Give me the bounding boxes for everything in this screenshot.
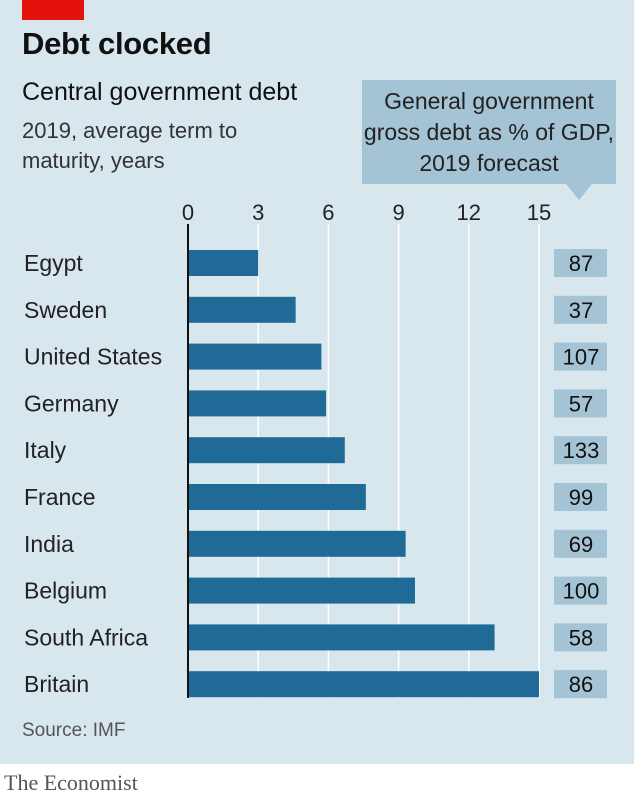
bar	[188, 250, 259, 276]
x-tick-label: 3	[252, 200, 264, 225]
bar	[188, 390, 327, 417]
value-box	[554, 436, 607, 465]
value-box	[554, 623, 607, 652]
chart-title: Debt clocked	[22, 26, 212, 61]
callout-box: General government gross debt as % of GD…	[362, 80, 616, 184]
category-label: Belgium	[24, 578, 107, 604]
secondary-value-label: 57	[569, 391, 593, 416]
secondary-value-label: 107	[563, 345, 600, 370]
value-box	[554, 249, 607, 277]
bar	[188, 624, 495, 651]
secondary-value-label: 100	[563, 579, 600, 604]
chart-subtitle: Central government debt	[22, 78, 298, 106]
category-label: India	[24, 531, 74, 557]
chart-subtitle-detail: 2019, average term to maturity, years	[22, 118, 238, 173]
x-tick-label: 15	[527, 200, 551, 225]
bar	[188, 484, 366, 510]
red-brand-tag	[22, 0, 84, 20]
category-label: Sweden	[24, 297, 107, 323]
value-box	[554, 529, 607, 558]
x-tick-label: 0	[182, 200, 194, 225]
bar	[188, 530, 406, 557]
value-box	[554, 342, 607, 371]
x-tick-label: 9	[392, 200, 404, 225]
category-label: Egypt	[24, 250, 83, 276]
value-box	[554, 576, 607, 605]
publisher-logo: The Economist	[4, 770, 138, 795]
bar	[188, 437, 345, 464]
category-label: United States	[24, 344, 162, 370]
value-box	[554, 670, 607, 699]
x-tick-label: 12	[457, 200, 481, 225]
secondary-value-label: 69	[569, 532, 593, 557]
secondary-value-label: 86	[569, 672, 593, 697]
category-label: France	[24, 484, 96, 510]
x-tick-label: 6	[322, 200, 334, 225]
bar	[188, 343, 322, 370]
secondary-value-label: 133	[563, 438, 600, 463]
secondary-value-label: 37	[569, 298, 593, 323]
category-label: Germany	[24, 390, 119, 416]
value-box	[554, 483, 607, 511]
secondary-value-label: 99	[569, 485, 593, 510]
value-box	[554, 295, 607, 324]
bar	[188, 671, 539, 698]
bar	[188, 296, 296, 323]
secondary-value-label: 87	[569, 251, 593, 276]
callout-text: General government gross debt as % of GD…	[363, 88, 615, 176]
bar	[188, 577, 415, 604]
category-label: South Africa	[24, 624, 148, 650]
secondary-value-label: 58	[569, 625, 593, 650]
value-box	[554, 389, 607, 418]
source-note: Source: IMF	[22, 720, 126, 741]
category-label: Italy	[24, 437, 67, 463]
category-label: Britain	[24, 671, 89, 697]
callout-arrow	[566, 184, 592, 200]
